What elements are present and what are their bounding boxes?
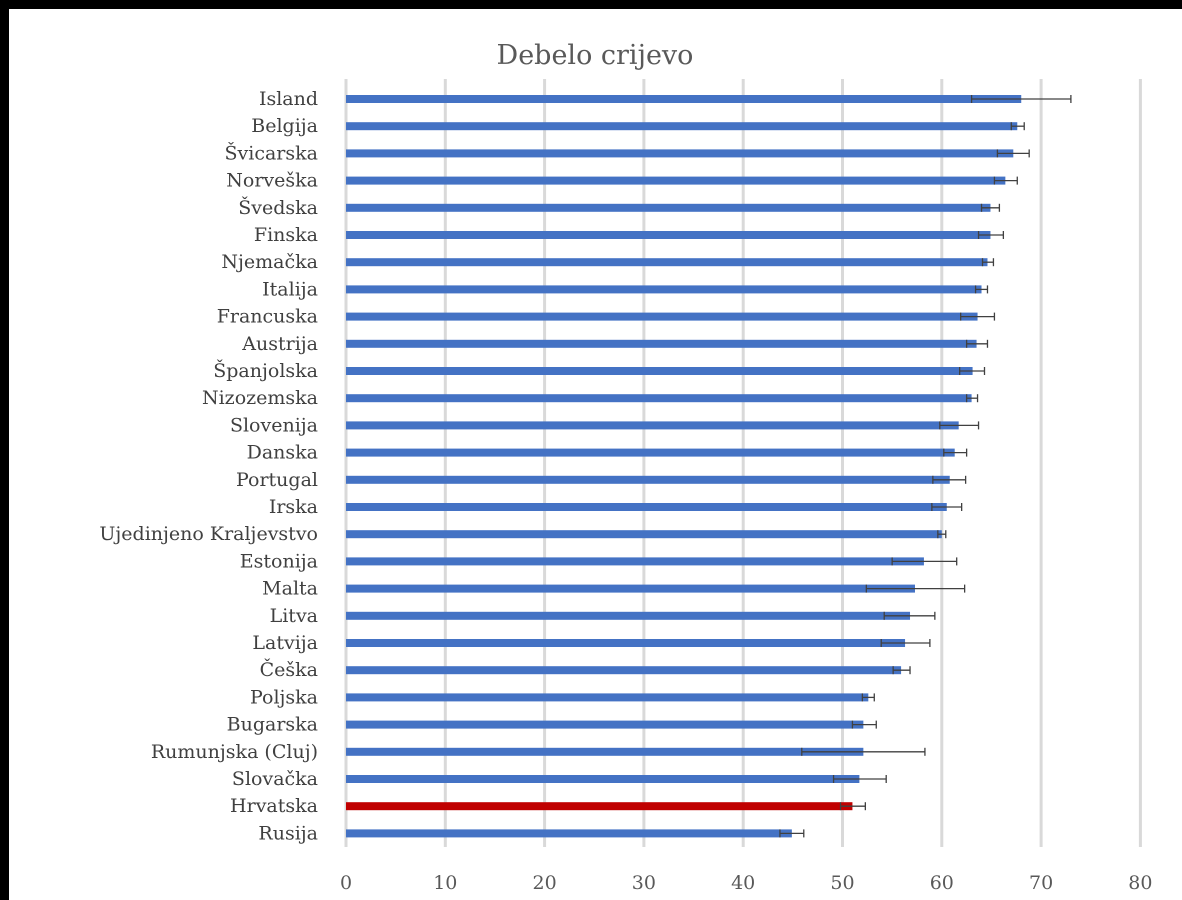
bar — [346, 95, 1021, 103]
category-label: Švicarska — [225, 141, 318, 164]
bar — [346, 612, 910, 620]
category-label: Litva — [270, 605, 318, 627]
bar-chart: Debelo crijevo 0 10 20 30 40 50 60 70 80 Island B… — [9, 9, 1182, 900]
bar — [346, 639, 905, 647]
bar — [346, 666, 901, 674]
bar — [346, 476, 950, 484]
x-tick-label: 20 — [533, 872, 557, 894]
category-label: Irska — [269, 496, 318, 518]
x-tick-label: 10 — [433, 872, 457, 894]
bar — [346, 177, 1005, 185]
chart-frame: Debelo crijevo 0 10 20 30 40 50 60 70 80 Island B… — [9, 9, 1182, 900]
bar — [346, 775, 859, 783]
bar — [346, 748, 863, 756]
x-tick-label: 50 — [830, 872, 854, 894]
bar — [346, 693, 868, 701]
bar — [346, 503, 947, 511]
x-tick-label: 60 — [930, 872, 954, 894]
category-label: Rusija — [258, 822, 318, 844]
bar — [346, 204, 990, 212]
bar — [346, 313, 978, 321]
category-label: Slovačka — [232, 768, 318, 790]
x-tick-label: 80 — [1128, 872, 1152, 894]
category-label: Poljska — [250, 686, 318, 708]
category-label: Danska — [247, 442, 318, 464]
category-label: Švedska — [238, 196, 318, 219]
x-tick-label: 70 — [1029, 872, 1053, 894]
category-label: Italija — [262, 278, 318, 300]
x-tick-label: 30 — [632, 872, 656, 894]
gridlines — [346, 79, 1140, 847]
category-label: Nizozemska — [202, 387, 318, 409]
bar — [346, 721, 863, 729]
category-label: Španjolska — [213, 359, 318, 382]
category-label: Hrvatska — [230, 795, 318, 817]
category-label: Slovenija — [230, 414, 318, 436]
bar — [346, 530, 942, 538]
x-axis: 0 10 20 30 40 50 60 70 80 — [340, 872, 1153, 894]
x-tick-label: 0 — [340, 872, 352, 894]
category-label: Finska — [254, 224, 318, 246]
category-label: Ujedinjeno Kraljevstvo — [99, 523, 318, 545]
category-label: Portugal — [236, 469, 318, 491]
bar — [346, 421, 959, 429]
bar — [346, 557, 924, 565]
category-label: Austrija — [241, 333, 318, 355]
bar — [346, 285, 982, 293]
bar — [346, 340, 977, 348]
category-label: Njemačka — [221, 251, 318, 273]
bars — [346, 95, 1021, 837]
category-label: Rumunjska (Cluj) — [151, 741, 318, 763]
category-label: Bugarska — [227, 714, 318, 736]
category-label: Češka — [260, 658, 318, 681]
bar — [346, 149, 1013, 157]
category-label: Malta — [262, 578, 318, 600]
category-label: Estonija — [240, 550, 318, 572]
bar — [346, 122, 1017, 130]
chart-title: Debelo crijevo — [497, 40, 694, 71]
category-label: Belgija — [251, 115, 318, 137]
bar — [346, 829, 792, 837]
bar — [346, 585, 915, 593]
bar — [346, 231, 990, 239]
bar — [346, 449, 955, 457]
category-labels: Island Belgija Švicarska Norveška Švedska Fin… — [99, 88, 318, 844]
x-tick-label: 40 — [731, 872, 755, 894]
category-label: Latvija — [252, 632, 318, 654]
category-label: Francuska — [217, 306, 318, 328]
bar — [346, 394, 972, 402]
category-label: Norveška — [226, 170, 318, 192]
category-label: Island — [259, 88, 318, 110]
bar — [346, 802, 852, 810]
bar — [346, 367, 973, 375]
bar — [346, 258, 987, 266]
